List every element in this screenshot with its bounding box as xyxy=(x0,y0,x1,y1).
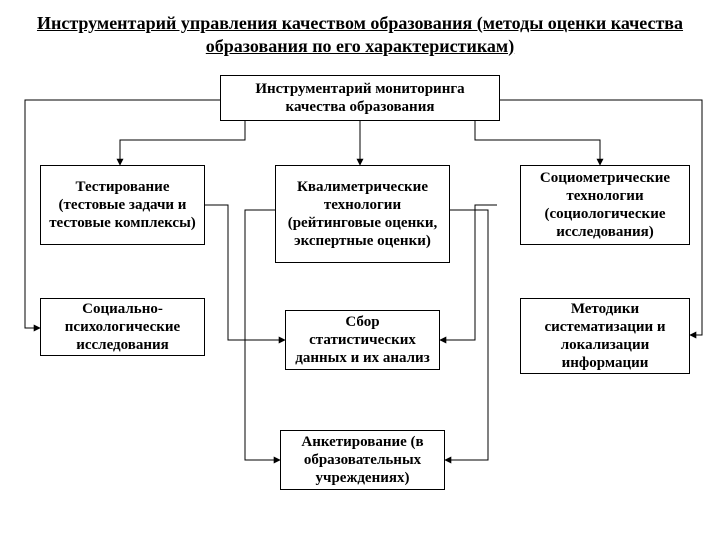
node-test-label: Тестирование (тестовые задачи и тестовые… xyxy=(47,178,198,232)
node-socio: Социометрические технологии (социологиче… xyxy=(520,165,690,245)
node-method-label: Методики систематизации и локализации ин… xyxy=(527,300,683,372)
node-root: Инструментарий мониторинга качества обра… xyxy=(220,75,500,121)
node-anket: Анкетирование (в образовательных учрежде… xyxy=(280,430,445,490)
node-stats: Сбор статистических данных и их анализ xyxy=(285,310,440,370)
node-stats-label: Сбор статистических данных и их анализ xyxy=(292,313,433,367)
node-root-label: Инструментарий мониторинга качества обра… xyxy=(227,80,493,116)
node-psych: Социально-психологические исследования xyxy=(40,298,205,356)
node-psych-label: Социально-психологические исследования xyxy=(47,300,198,354)
node-anket-label: Анкетирование (в образовательных учрежде… xyxy=(287,433,438,487)
node-test: Тестирование (тестовые задачи и тестовые… xyxy=(40,165,205,245)
page-title: Инструментарий управления качеством обра… xyxy=(30,12,690,57)
node-kval: Квалиметрические технологии (рейтинговые… xyxy=(275,165,450,263)
node-socio-label: Социометрические технологии (социологиче… xyxy=(527,169,683,241)
node-method: Методики систематизации и локализации ин… xyxy=(520,298,690,374)
node-kval-label: Квалиметрические технологии (рейтинговые… xyxy=(282,178,443,250)
